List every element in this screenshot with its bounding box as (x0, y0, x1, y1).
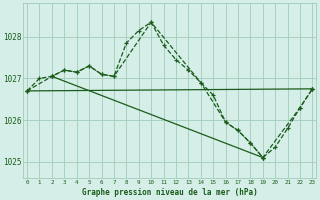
X-axis label: Graphe pression niveau de la mer (hPa): Graphe pression niveau de la mer (hPa) (82, 188, 258, 197)
